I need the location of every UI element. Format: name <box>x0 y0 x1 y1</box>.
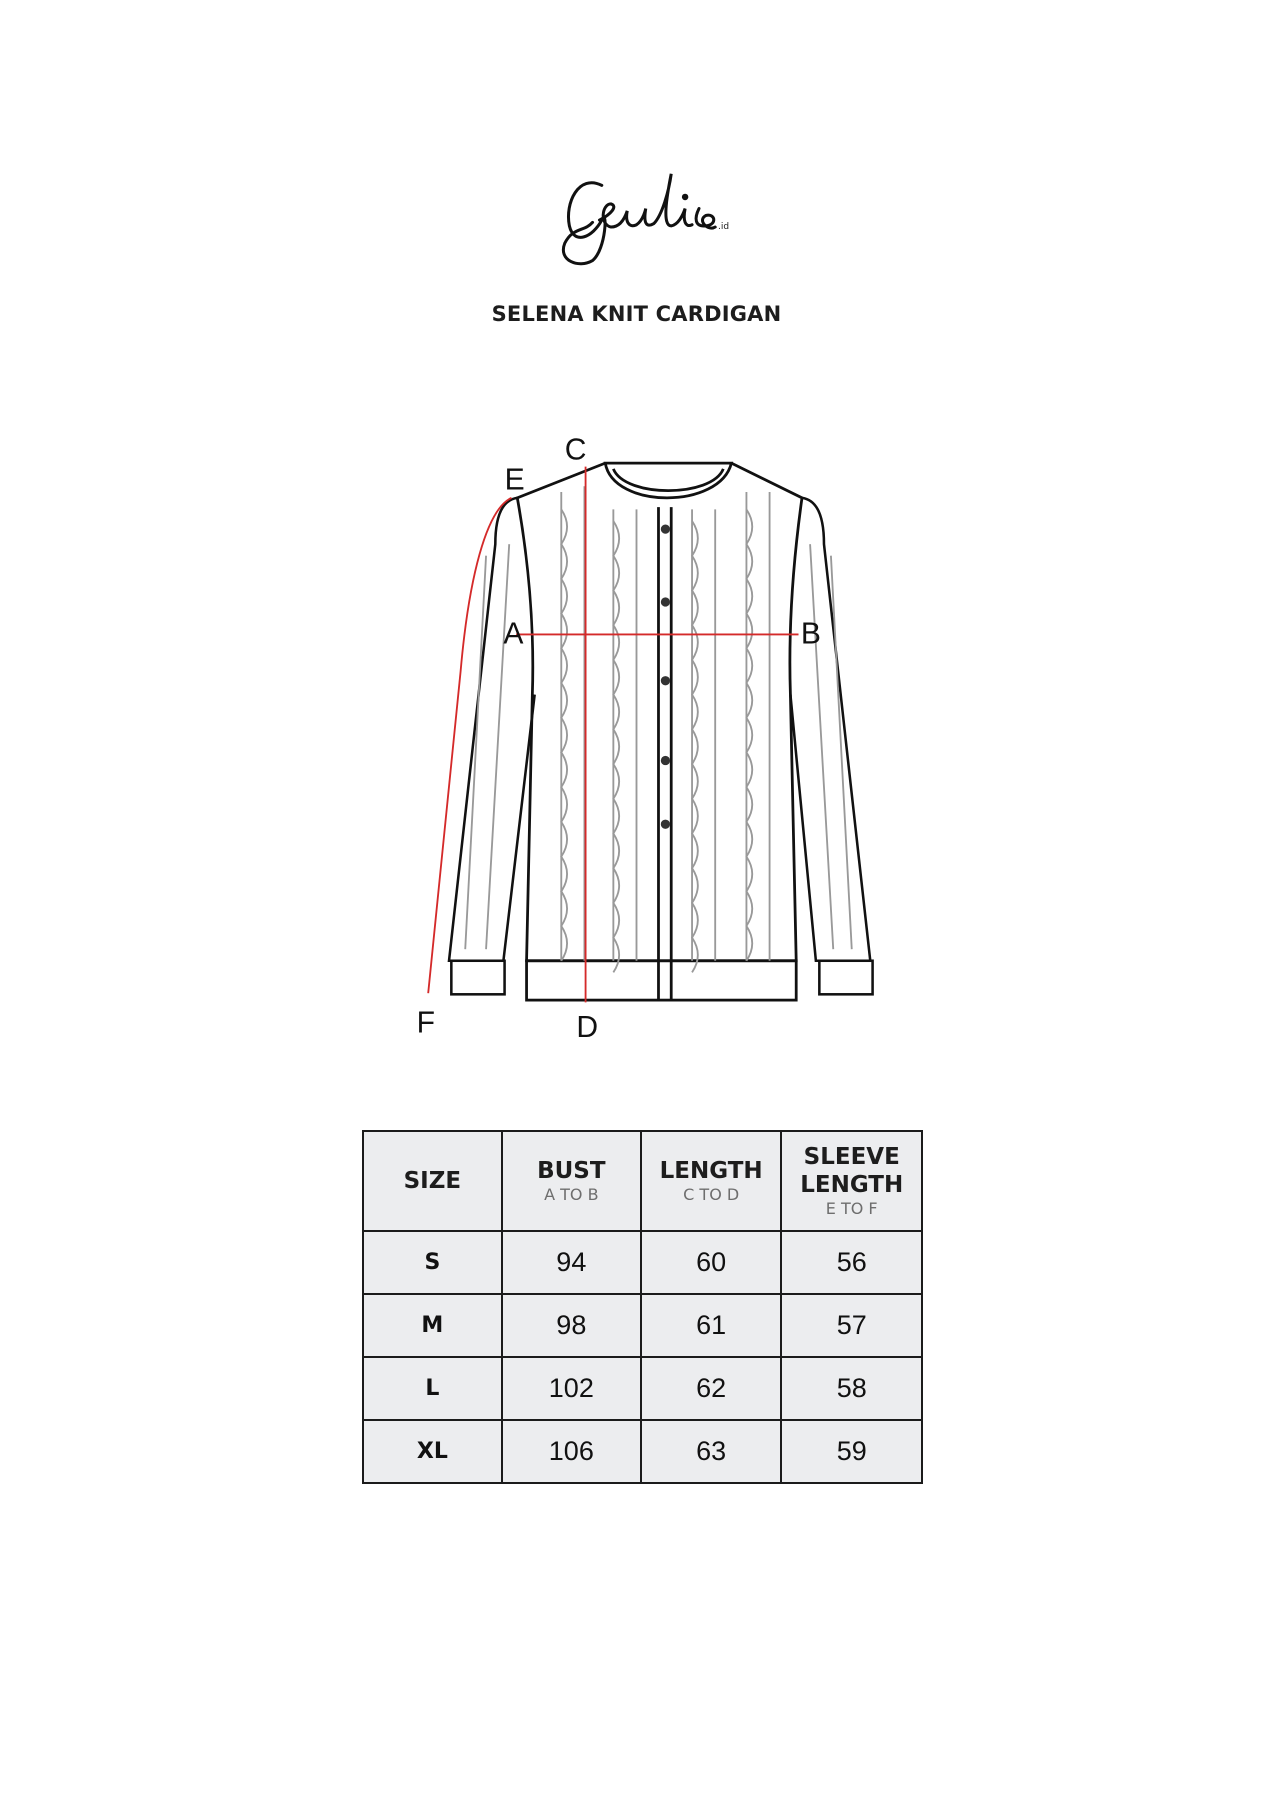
header-bust: BUST A TO B <box>500 1130 642 1232</box>
label-f: F <box>417 1007 435 1040</box>
label-a: A <box>503 618 523 651</box>
header-size: SIZE <box>362 1130 503 1232</box>
label-c: C <box>565 434 587 467</box>
header-length: LENGTH C TO D <box>639 1130 783 1232</box>
table-row: M 98 61 57 <box>362 1293 923 1358</box>
product-title: SELENA KNIT CARDIGAN <box>491 302 782 326</box>
cable-knit-pattern <box>464 486 853 973</box>
cardigan-body <box>515 461 804 1002</box>
label-b: B <box>801 618 821 651</box>
brand-logo <box>561 173 717 266</box>
brand-suffix: .id <box>718 222 730 232</box>
table-row: XL 106 63 59 <box>362 1419 923 1484</box>
table-header-row: SIZE BUST A TO B LENGTH C TO D SLEEVE LENG… <box>362 1130 923 1232</box>
table-row: S 94 60 56 <box>362 1230 923 1295</box>
size-chart-table: SIZE BUST A TO B LENGTH C TO D SLEEVE LENG… <box>362 1130 923 1484</box>
sleeve-line <box>427 497 512 994</box>
label-e: E <box>505 464 525 497</box>
measurement-lines <box>427 466 799 1003</box>
label-d: D <box>576 1011 598 1044</box>
header-sleeve-length: SLEEVE LENGTH E TO F <box>780 1130 923 1232</box>
buttons <box>660 524 671 829</box>
sleeves <box>447 496 874 996</box>
table-row: L 102 62 58 <box>362 1356 923 1421</box>
